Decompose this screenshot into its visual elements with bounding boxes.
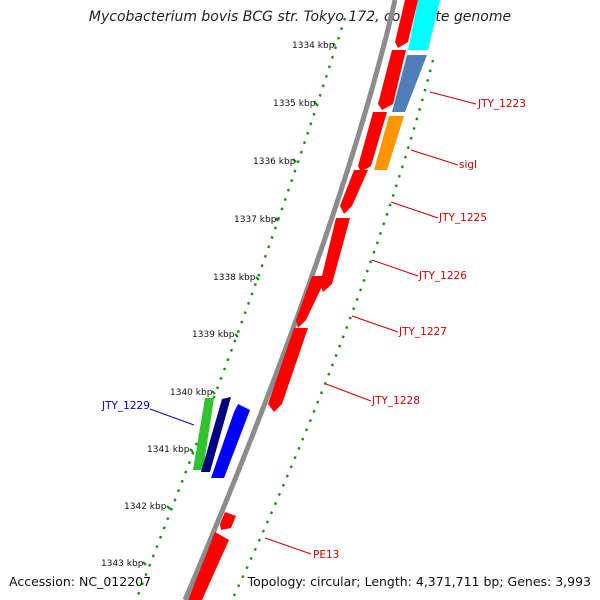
genome-backbone — [182, 0, 398, 600]
accession-text: Accession: NC_012207 — [9, 574, 152, 589]
gene-label-jty-1225[interactable]: JTY_1225 — [438, 212, 487, 224]
gene-label-jty-1226[interactable]: JTY_1226 — [418, 270, 467, 282]
tick-label-1334: 1334 kbp — [292, 41, 335, 51]
gene-jty-1229-green[interactable] — [193, 398, 214, 470]
tick-label-1336: 1336 kbp — [253, 157, 296, 167]
outer-dotted-track — [231, 59, 435, 599]
gene-cyan[interactable] — [408, 0, 440, 50]
gene-label-jty-1223[interactable]: JTY_1223 — [477, 98, 526, 110]
scale-ticks — [142, 42, 336, 566]
backbone-adjacent-genes — [188, 0, 418, 600]
tick-label-1342: 1342 kbp — [124, 502, 167, 512]
gene-label-jty-1229[interactable]: JTY_1229 — [101, 400, 150, 412]
gene-navy[interactable] — [201, 397, 231, 472]
tick-label-1340: 1340 kbp — [170, 388, 213, 398]
gene-jty-1225[interactable] — [340, 170, 368, 214]
gene-label-sigi[interactable]: sigI — [459, 159, 477, 171]
tick-label-1339: 1339 kbp — [192, 330, 235, 340]
gene-label-pe13[interactable]: PE13 — [313, 549, 339, 561]
gene-pe13-small[interactable] — [220, 512, 236, 530]
gene-jty-1228[interactable] — [268, 328, 308, 412]
forward-strand-genes — [374, 0, 440, 170]
tick-label-1335: 1335 kbp — [273, 99, 316, 109]
gene-blue[interactable] — [211, 404, 250, 478]
gene-label-jty-1228[interactable]: JTY_1228 — [371, 395, 420, 407]
gene-jty-1223[interactable] — [392, 55, 427, 112]
gene-top-red[interactable] — [395, 0, 418, 48]
genome-summary-text: Topology: circular; Length: 4,371,711 bp… — [247, 574, 591, 589]
gene-label-jty-1227[interactable]: JTY_1227 — [398, 326, 447, 338]
gene-jty-1226[interactable] — [320, 218, 350, 292]
gene-pe13[interactable] — [188, 532, 229, 600]
gene-jty-1227[interactable] — [296, 276, 327, 328]
label-leader-lines — [149, 91, 477, 555]
gene-red-b[interactable] — [358, 112, 387, 172]
gene-sigi[interactable] — [374, 116, 404, 170]
tick-label-1341: 1341 kbp — [147, 445, 190, 455]
tick-label-1337: 1337 kbp — [234, 215, 277, 225]
gene-red-a[interactable] — [378, 50, 406, 110]
reverse-strand-genes — [193, 397, 250, 478]
tick-label-1343: 1343 kbp — [101, 559, 144, 569]
tick-label-1338: 1338 kbp — [213, 273, 256, 283]
